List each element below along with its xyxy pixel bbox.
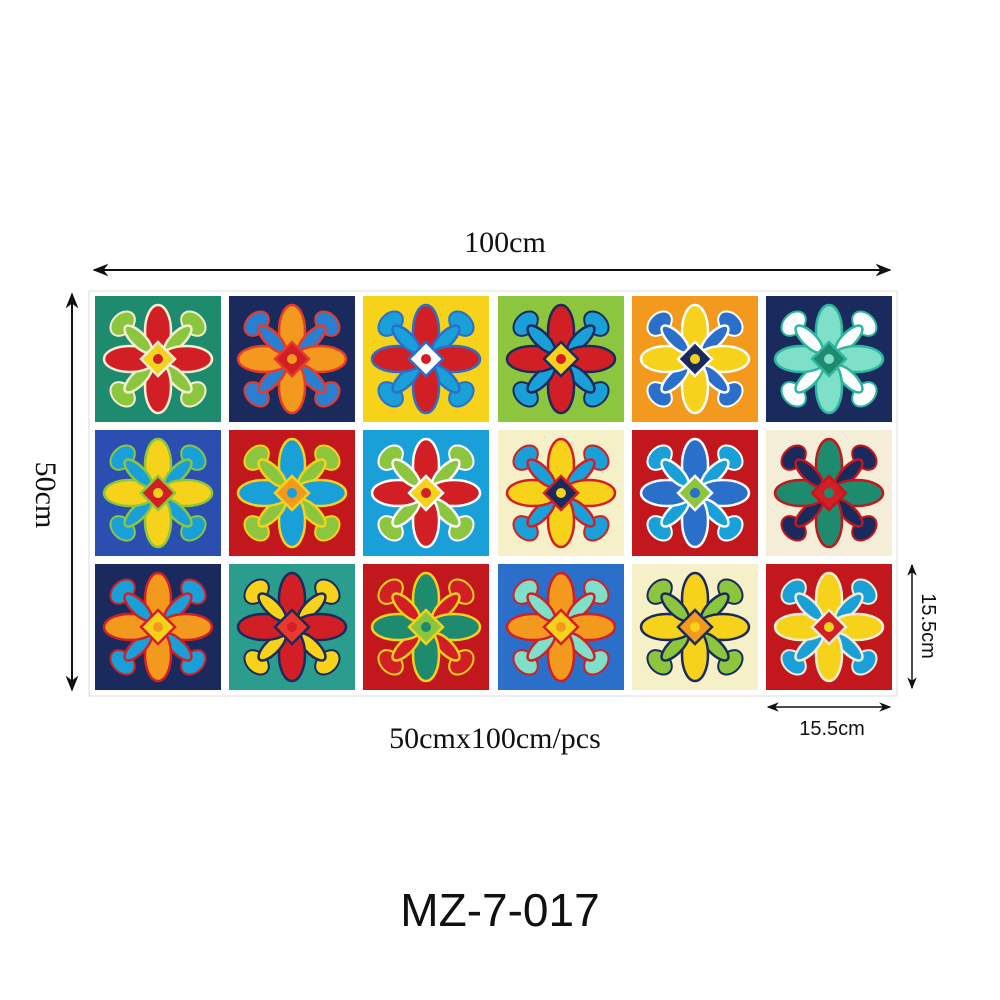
tile-dot [287, 354, 297, 364]
tile-dot [287, 622, 297, 632]
tile-dot [824, 622, 834, 632]
tile-dot [690, 622, 700, 632]
model-number: MZ-7-017 [400, 884, 599, 936]
tile-dot [153, 622, 163, 632]
tile-grid [95, 296, 892, 690]
tile [363, 296, 489, 422]
tile [229, 564, 355, 690]
tile [95, 430, 221, 556]
tile-dot [153, 488, 163, 498]
tile-dot [556, 354, 566, 364]
tile-dot [153, 354, 163, 364]
tile-dot [824, 488, 834, 498]
tile [363, 430, 489, 556]
width-label: 100cm [464, 226, 546, 259]
tile-dot [556, 488, 566, 498]
size-note: 50cmx100cm/pcs [389, 722, 601, 755]
tile [766, 296, 892, 422]
tile-dot [690, 488, 700, 498]
tile [229, 296, 355, 422]
tile-dot [287, 488, 297, 498]
tile [632, 296, 758, 422]
tile [498, 430, 624, 556]
sheet-outline [88, 290, 898, 697]
tile [766, 564, 892, 690]
tile-dot [421, 488, 431, 498]
tile-height-label: 15.5cm [917, 593, 939, 659]
tile-dot [690, 354, 700, 364]
tile [498, 564, 624, 690]
tile [95, 564, 221, 690]
tile [95, 296, 221, 422]
tile-width-label: 15.5cm [799, 718, 865, 740]
tile [766, 430, 892, 556]
tile [632, 430, 758, 556]
tile-dot [421, 622, 431, 632]
tile [632, 564, 758, 690]
height-label: 50cm [29, 462, 62, 529]
tile-dot [421, 354, 431, 364]
tile [498, 296, 624, 422]
tile-dot [556, 622, 566, 632]
tile [229, 430, 355, 556]
tile-dot [824, 354, 834, 364]
tile [363, 564, 489, 690]
